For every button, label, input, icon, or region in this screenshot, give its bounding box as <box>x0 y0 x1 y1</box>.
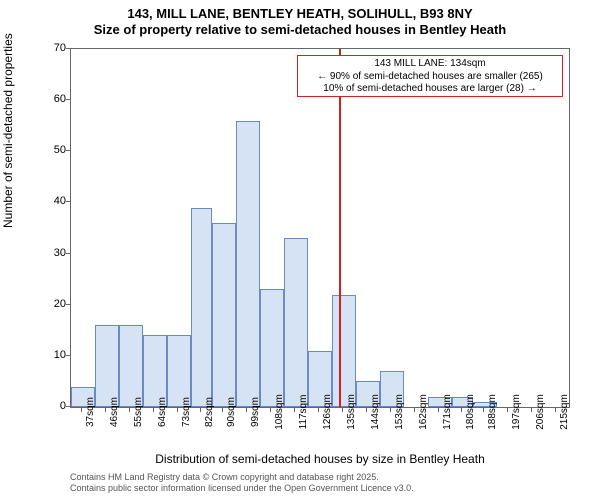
histogram-bar <box>236 121 260 407</box>
ytick-label: 50 <box>54 144 66 156</box>
xtick-label: 37sqm <box>85 397 96 427</box>
title-line1: 143, MILL LANE, BENTLEY HEATH, SOLIHULL,… <box>0 6 600 21</box>
ytick-label: 40 <box>54 195 66 207</box>
xtick-label: 135sqm <box>346 394 357 430</box>
xtick-mark <box>438 408 439 412</box>
xtick-label: 197sqm <box>511 394 522 430</box>
xtick-label: 126sqm <box>322 394 333 430</box>
xtick-label: 46sqm <box>109 397 120 427</box>
ytick-label: 70 <box>54 42 66 54</box>
xtick-mark <box>153 408 154 412</box>
ytick-mark <box>66 355 70 356</box>
xtick-mark <box>105 408 106 412</box>
xtick-mark <box>129 408 130 412</box>
reference-line <box>339 49 341 407</box>
histogram-bar <box>212 223 236 407</box>
ytick-mark <box>66 406 70 407</box>
xtick-mark <box>531 408 532 412</box>
xtick-mark <box>390 408 391 412</box>
xtick-mark <box>222 408 223 412</box>
xtick-label: 90sqm <box>226 397 237 427</box>
histogram-bar <box>119 325 143 407</box>
ytick-mark <box>66 150 70 151</box>
xtick-label: 144sqm <box>370 394 381 430</box>
annotation-line: ← 90% of semi-detached houses are smalle… <box>302 71 558 84</box>
annotation-line: 10% of semi-detached houses are larger (… <box>302 83 558 96</box>
xtick-mark <box>483 408 484 412</box>
annotation-line: 143 MILL LANE: 134sqm <box>302 58 558 71</box>
histogram-bar <box>260 289 284 407</box>
ytick-mark <box>66 253 70 254</box>
xtick-mark <box>200 408 201 412</box>
ytick-label: 30 <box>54 247 66 259</box>
xtick-mark <box>318 408 319 412</box>
ytick-label: 20 <box>54 298 66 310</box>
xtick-mark <box>555 408 556 412</box>
xtick-label: 108sqm <box>274 394 285 430</box>
xtick-label: 64sqm <box>157 397 168 427</box>
ytick-mark <box>66 201 70 202</box>
y-axis-label: Number of semi-detached properties <box>1 33 15 228</box>
histogram-bar <box>284 238 308 407</box>
xtick-mark <box>177 408 178 412</box>
xtick-mark <box>270 408 271 412</box>
footer-line2: Contains public sector information licen… <box>70 483 414 494</box>
xtick-label: 180sqm <box>465 394 476 430</box>
xtick-label: 55sqm <box>133 397 144 427</box>
xtick-mark <box>507 408 508 412</box>
xtick-mark <box>342 408 343 412</box>
xtick-label: 73sqm <box>181 397 192 427</box>
xtick-label: 82sqm <box>204 397 215 427</box>
xtick-mark <box>414 408 415 412</box>
xtick-mark <box>366 408 367 412</box>
ytick-label: 60 <box>54 93 66 105</box>
xtick-mark <box>294 408 295 412</box>
chart-container: 143, MILL LANE, BENTLEY HEATH, SOLIHULL,… <box>0 0 600 500</box>
histogram-bar <box>95 325 119 407</box>
histogram-bar <box>332 295 356 408</box>
xtick-label: 117sqm <box>298 395 309 430</box>
plot-area: 143 MILL LANE: 134sqm← 90% of semi-detac… <box>70 48 570 408</box>
ytick-mark <box>66 304 70 305</box>
histogram-bar <box>191 208 212 407</box>
title-line2: Size of property relative to semi-detach… <box>0 22 600 37</box>
xtick-label: 99sqm <box>250 397 261 427</box>
xtick-label: 215sqm <box>559 394 570 430</box>
ytick-label: 10 <box>54 349 66 361</box>
xtick-label: 188sqm <box>487 394 498 430</box>
x-axis-label: Distribution of semi-detached houses by … <box>70 452 570 466</box>
xtick-mark <box>81 408 82 412</box>
footer-attribution: Contains HM Land Registry data © Crown c… <box>70 472 414 494</box>
xtick-label: 153sqm <box>394 394 405 430</box>
xtick-mark <box>461 408 462 412</box>
xtick-label: 162sqm <box>418 394 429 430</box>
footer-line1: Contains HM Land Registry data © Crown c… <box>70 472 414 483</box>
xtick-label: 171sqm <box>442 394 453 430</box>
annotation-box: 143 MILL LANE: 134sqm← 90% of semi-detac… <box>297 55 563 97</box>
xtick-label: 206sqm <box>535 394 546 430</box>
ytick-mark <box>66 99 70 100</box>
xtick-mark <box>246 408 247 412</box>
ytick-mark <box>66 48 70 49</box>
